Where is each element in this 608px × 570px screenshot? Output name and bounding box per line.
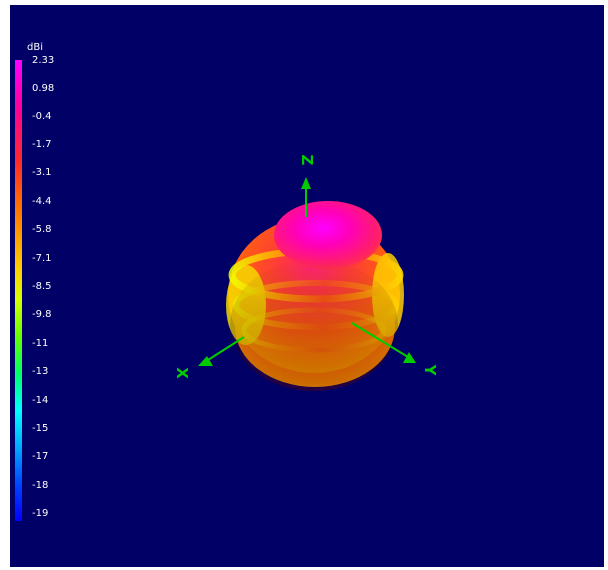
gain-colorbar: [15, 60, 22, 521]
colorbar-tick: -14: [32, 395, 49, 406]
z-axis-label: Z: [298, 155, 316, 166]
colorbar-tick: -19: [32, 508, 49, 519]
colorbar-tick: -7.1: [32, 253, 52, 264]
colorbar-tick: -11: [32, 338, 49, 349]
colorbar-tick: -8.5: [32, 281, 52, 292]
colorbar-tick: -9.8: [32, 309, 52, 320]
pattern-top-lobe: [274, 201, 382, 269]
colorbar-tick: -4.4: [32, 196, 52, 207]
colorbar-tick: -15: [32, 423, 49, 434]
3d-viewport[interactable]: dBi 2.33 0.98 -0.4 -1.7 -3.1 -4.4 -5.8 -…: [10, 5, 604, 567]
colorbar-tick: -3.1: [32, 167, 52, 178]
colorbar-tick: 2.33: [32, 55, 55, 66]
colorbar-tick: 0.98: [32, 83, 55, 94]
colorbar-tick: -5.8: [32, 224, 52, 235]
pattern-shading: [230, 259, 398, 391]
x-axis-arrow: [198, 356, 213, 366]
radiation-pattern-scene: Z X Y: [173, 155, 439, 391]
axis-group: [198, 177, 416, 366]
colorbar-tick: -0.4: [32, 111, 52, 122]
colorbar-tick: -17: [32, 451, 49, 462]
z-axis-arrow: [301, 177, 311, 189]
y-axis-line: [351, 322, 409, 358]
colorbar-tick: -1.7: [32, 139, 52, 150]
y-axis-arrow: [403, 352, 416, 363]
y-axis-label: Y: [421, 364, 439, 377]
colorbar-unit-label: dBi: [27, 42, 43, 53]
colorbar-tick: -18: [32, 480, 49, 491]
x-axis-label: X: [173, 367, 191, 379]
x-axis-line: [207, 336, 245, 361]
colorbar-tick: -13: [32, 366, 49, 377]
